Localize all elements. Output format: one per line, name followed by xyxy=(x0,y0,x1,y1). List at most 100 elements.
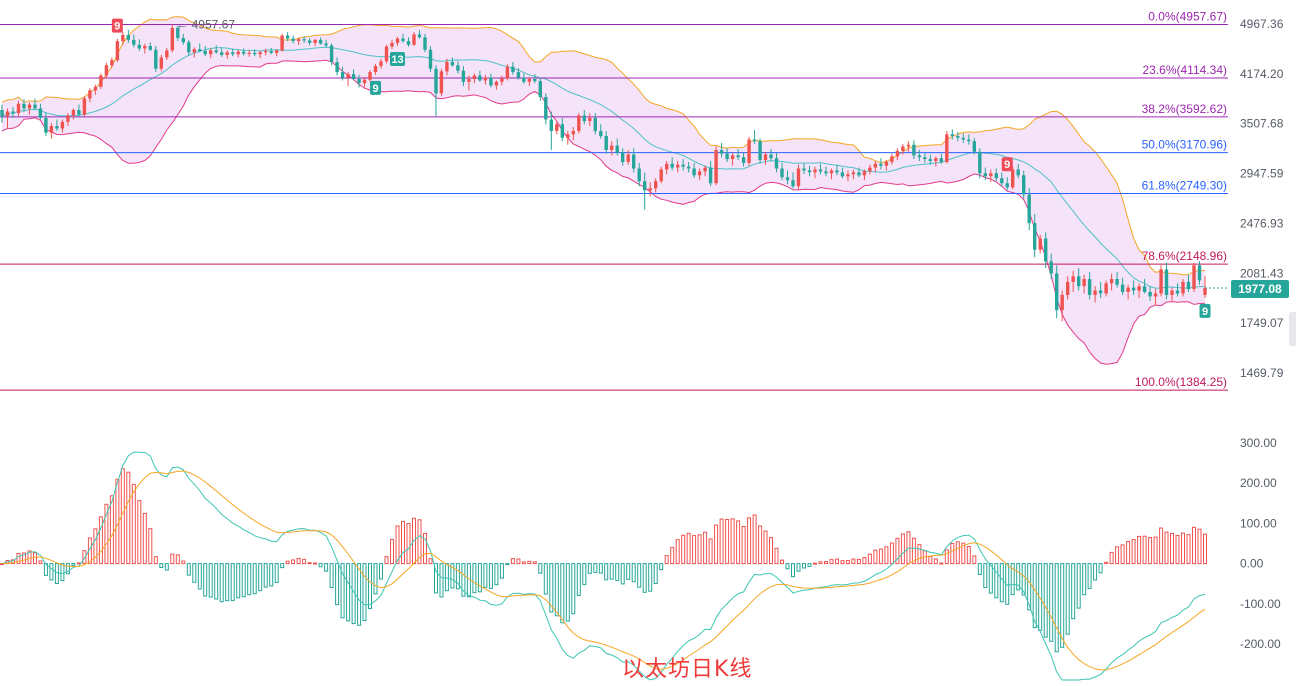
macd-histogram-bar xyxy=(131,483,136,565)
candle-body xyxy=(1011,169,1015,188)
candle-body xyxy=(291,38,295,41)
macd-histogram-bar xyxy=(153,556,158,565)
macd-histogram-bar xyxy=(747,517,752,565)
macd-histogram-bar xyxy=(203,563,208,597)
candle-body xyxy=(851,172,856,175)
candle-body xyxy=(368,72,372,80)
candle-body xyxy=(33,104,37,109)
macd-histogram-bar xyxy=(406,523,411,565)
macd-histogram-bar xyxy=(900,533,905,565)
macd-histogram-bar xyxy=(357,563,362,626)
axis-collapse-handle[interactable] xyxy=(1289,312,1296,346)
candle-body xyxy=(258,52,262,55)
bollinger-middle-line xyxy=(1,46,1206,289)
macd-histogram-bar xyxy=(170,553,175,565)
candle-body xyxy=(329,45,334,62)
candle-body xyxy=(209,50,213,55)
td-marker-label: 9 xyxy=(372,83,378,95)
macd-histogram-bar xyxy=(851,558,856,565)
macd-histogram-bar xyxy=(1038,563,1043,631)
macd-axis-tick: 300.00 xyxy=(1240,436,1277,450)
macd-histogram-bar xyxy=(955,541,960,565)
candle-body xyxy=(214,50,218,53)
macd-histogram-bar xyxy=(554,563,559,617)
macd-histogram-bar xyxy=(1186,534,1191,565)
macd-axis-tick: 0.00 xyxy=(1240,557,1264,571)
candle-body xyxy=(637,168,641,182)
candle-body xyxy=(302,39,306,41)
candle-body xyxy=(176,27,180,38)
candle-body xyxy=(231,52,235,55)
candle-body xyxy=(242,51,246,54)
candle-body xyxy=(945,134,949,162)
macd-histogram-bar xyxy=(324,563,329,572)
macd-histogram-bar xyxy=(1181,532,1185,565)
macd-histogram-bar xyxy=(1142,535,1147,565)
macd-histogram-bar xyxy=(483,563,488,588)
macd-histogram-bar xyxy=(71,563,76,566)
td-markers-layer: 9 9 13 9 9 xyxy=(111,18,1211,318)
macd-dea-line xyxy=(1,470,1206,671)
macd-histogram-bar xyxy=(159,563,164,568)
candle-body xyxy=(1142,286,1147,292)
candle-body xyxy=(275,50,279,53)
macd-histogram-bar xyxy=(840,560,845,565)
fib-label: 38.2%(3592.62) xyxy=(1142,102,1227,116)
candle-body xyxy=(961,137,965,140)
candle-body xyxy=(1060,294,1064,311)
candle-body xyxy=(71,110,76,116)
candle-body xyxy=(1203,288,1207,295)
macd-histogram-bar xyxy=(675,539,680,565)
macd-histogram-bar xyxy=(368,563,372,610)
macd-histogram-bar xyxy=(434,563,438,594)
macd-histogram-bar xyxy=(642,563,647,593)
macd-histogram-bar xyxy=(856,558,861,565)
macd-histogram-bar xyxy=(615,563,620,581)
macd-histogram-bar xyxy=(109,495,114,565)
macd-histogram-bar xyxy=(466,563,471,598)
candle-body xyxy=(697,171,702,176)
candle-body xyxy=(994,173,998,179)
macd-histogram-bar xyxy=(829,559,834,565)
candle-body xyxy=(362,79,367,84)
macd-histogram-bar xyxy=(939,562,944,565)
price-axis-tick: 4174.20 xyxy=(1240,67,1284,81)
candle-body xyxy=(549,119,553,131)
macd-histogram-bar xyxy=(390,539,394,565)
macd-histogram-bar xyxy=(598,563,603,574)
candle-body xyxy=(1082,279,1086,287)
macd-histogram-bar xyxy=(164,563,169,571)
candle-body xyxy=(181,38,185,43)
candle-body xyxy=(901,146,905,151)
macd-histogram-bar xyxy=(966,546,971,565)
candle-body xyxy=(873,163,878,168)
candle-body xyxy=(264,51,268,53)
candle-body xyxy=(917,155,922,158)
macd-histogram-bar xyxy=(230,563,235,602)
candle-body xyxy=(741,157,746,163)
macd-histogram-bar xyxy=(60,563,65,582)
candle-body xyxy=(610,145,614,150)
macd-histogram-bar xyxy=(692,535,697,565)
macd-histogram-bar xyxy=(543,563,548,595)
candle-body xyxy=(1098,290,1103,294)
td-marker-label: 9 xyxy=(1004,159,1010,171)
candle-body xyxy=(1148,292,1152,297)
macd-histogram-bar xyxy=(16,552,21,565)
candle-body xyxy=(27,104,32,109)
macd-histogram-bar xyxy=(1148,537,1153,565)
macd-histogram-bar xyxy=(1076,563,1081,609)
candle-body xyxy=(1038,238,1042,250)
macd-histogram-bar xyxy=(999,563,1004,603)
candle-body xyxy=(659,169,663,182)
macd-axis-tick: -200.00 xyxy=(1240,637,1281,651)
candle-body xyxy=(846,174,850,177)
candle-body xyxy=(1071,276,1075,282)
candle-body xyxy=(335,62,339,73)
macd-histogram-bar xyxy=(631,563,636,583)
macd-histogram-bar xyxy=(252,563,257,595)
candle-body xyxy=(203,51,207,55)
macd-histogram-bar xyxy=(1120,544,1125,565)
macd-histogram-bar xyxy=(65,563,70,575)
